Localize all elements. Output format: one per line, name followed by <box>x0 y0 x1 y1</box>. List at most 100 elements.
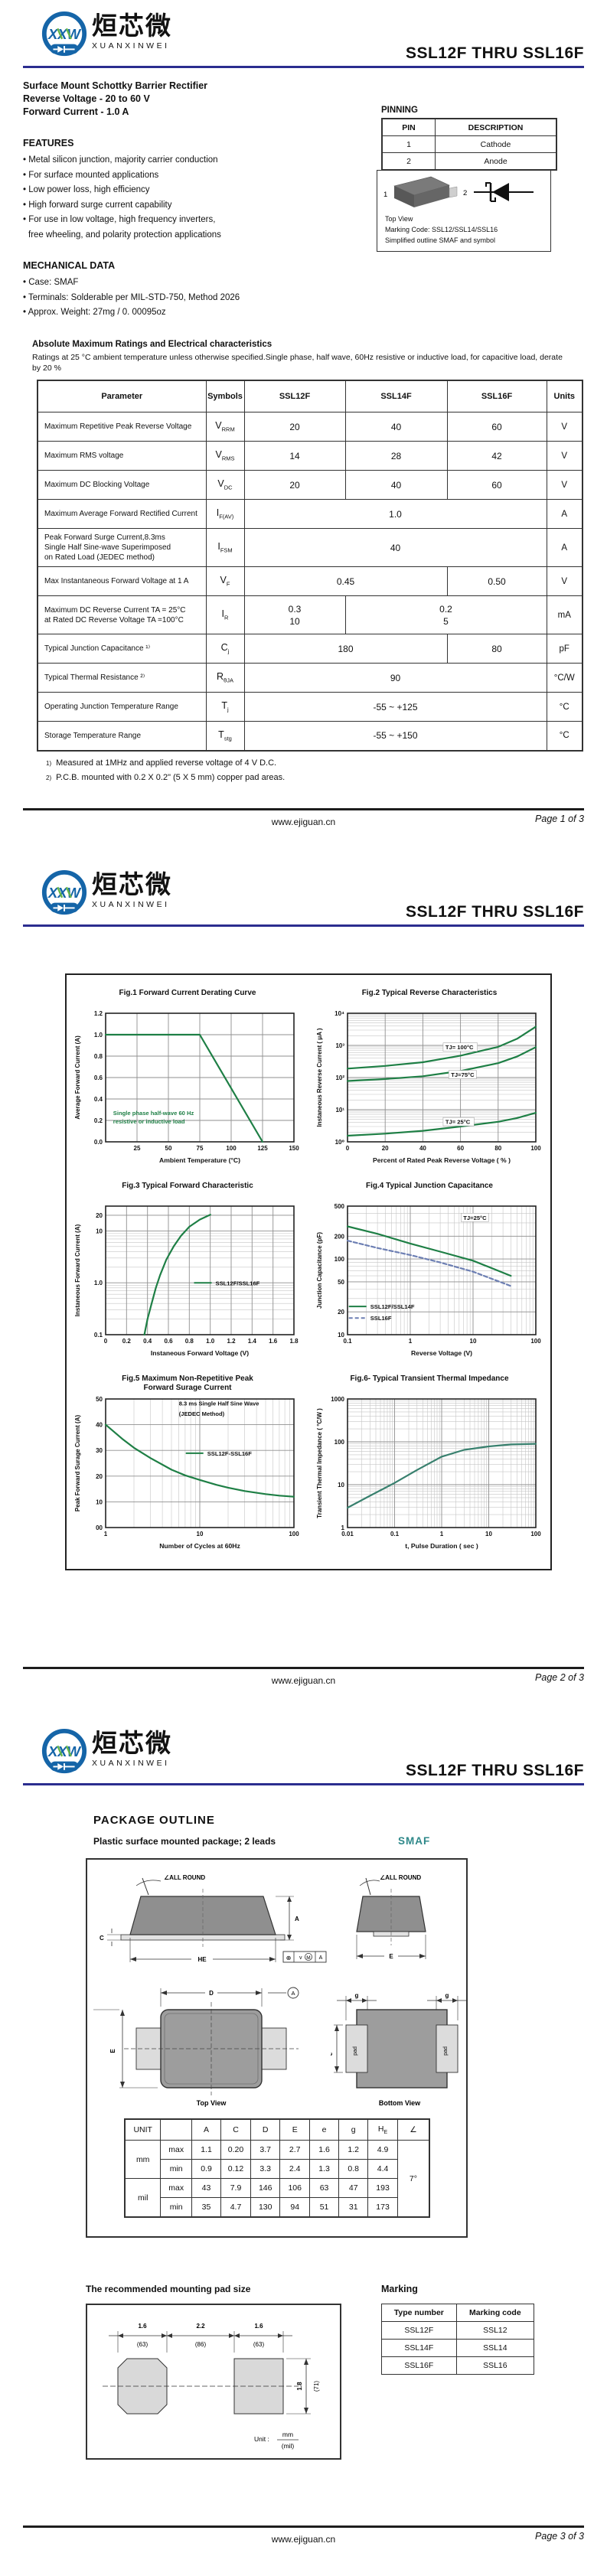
svg-text:10: 10 <box>338 1482 344 1489</box>
brand-name-cn: 烜芯微 <box>92 11 172 40</box>
brand-name-cn: 烜芯微 <box>92 870 172 898</box>
cell: 3.3 <box>250 2159 281 2179</box>
table-row: Typical Junction Capacitance ¹⁾ Cj 180 80 pF <box>37 634 583 664</box>
parameter-cell: Maximum Repetitive Peak Reverse Voltage <box>37 412 207 442</box>
diode-icon <box>57 46 64 53</box>
value-cell: 0.3 10 <box>243 595 346 634</box>
svg-text:SSL12F/SSL14F: SSL12F/SSL14F <box>370 1303 415 1310</box>
svg-text:Instaneous Forward Current (A: Instaneous Forward Current (A) <box>74 1224 81 1316</box>
header: XXW 烜芯微 XUANXINWEI SSL12F THRU SSL16F <box>23 1728 584 1783</box>
page-title: SSL12F THRU SSL16F <box>405 1762 584 1779</box>
column-header: HE <box>367 2118 398 2141</box>
svg-text:Instaneous Forward Voltage (V): Instaneous Forward Voltage (V) <box>151 1349 249 1357</box>
ratings-heading: Absolute Maximum Ratings and Electrical … <box>32 340 272 349</box>
table-header-row: Parameter Symbols SSL12F SSL14F SSL16F Units <box>37 380 583 412</box>
svg-text:00: 00 <box>96 1524 103 1531</box>
parameter-cell: Max Instantaneous Forward Voltage at 1 A <box>37 566 207 596</box>
fig4-capacitance-chart: Fig.4 Typical Junction Capacitance 0.1 1 10… <box>308 1174 550 1367</box>
parameter-cell: Operating Junction Temperature Range <box>37 692 207 722</box>
chart-plot: 0.1 1 10 100 10 20 50 100 200 500 Reverse Voltage … <box>316 1203 541 1357</box>
unit-cell: °C <box>546 721 583 751</box>
svg-text:TJ=25°C: TJ=25°C <box>463 1215 487 1221</box>
svg-text:C: C <box>100 1935 104 1942</box>
brand-name-en: XUANXINWEI <box>92 41 170 51</box>
marking-heading: Marking <box>381 2284 418 2294</box>
svg-text:Reverse Voltage (V): Reverse Voltage (V) <box>411 1349 472 1357</box>
logo-icon: XXW <box>41 869 87 915</box>
svg-text:Peak Forward Surage Current (A: Peak Forward Surage Current (A) <box>74 1415 81 1512</box>
unit-cell: V <box>546 470 583 500</box>
column-header: SSL16F <box>446 380 547 412</box>
fig2-reverse-chart: Fig.2 Typical Reverse Characteristics 0 20… <box>308 981 550 1174</box>
svg-text:1000: 1000 <box>331 1396 344 1403</box>
cell: Anode <box>435 152 557 171</box>
mounting-pad-heading: The recommended mounting pad size <box>86 2284 251 2294</box>
footer-page-number: Page 2 of 3 <box>535 1672 584 1683</box>
fig1-derating-chart: Fig.1 Forward Current Derating Curve 25 50… <box>67 981 308 1174</box>
value-cell: 0.45 <box>243 566 448 596</box>
cell: 0.9 <box>191 2159 222 2179</box>
value-cell: 20 <box>243 470 346 500</box>
svg-text:Transient Thermal Impedance (: Transient Thermal Impedance ( °C/W ) <box>316 1408 323 1518</box>
svg-text:10: 10 <box>338 1332 344 1339</box>
cell: 35 <box>191 2197 222 2218</box>
cell: 51 <box>308 2197 340 2218</box>
chart-plot: 0 20 40 60 80 100 10⁰ 10¹ 10² 10³ 10⁴ Percent of Ra… <box>316 1010 541 1164</box>
footer: www.ejiguan.cn Page 1 of 3 <box>23 808 584 827</box>
svg-text:0.4: 0.4 <box>143 1338 152 1345</box>
table-header-row: Type number Marking code <box>381 2304 535 2322</box>
page-2: XXW 烜芯微 XUANXINWEI SSL12F THRU SSL16F Fi… <box>0 859 607 1717</box>
svg-text:TJ= 100°C: TJ= 100°C <box>445 1044 474 1051</box>
svg-text:100: 100 <box>530 1531 541 1537</box>
table-row: SSL16F SSL16 <box>381 2356 535 2375</box>
bottom-view-drawing: g g pad pad e Bottom View <box>331 1991 467 2107</box>
svg-text:Bottom View: Bottom View <box>379 2099 421 2107</box>
value-cell: 0.2 5 <box>344 595 547 634</box>
list-item: • Approx. Weight: 27mg / 0. 00095oz <box>23 308 166 317</box>
unit-cell: A <box>546 499 583 529</box>
value-cell: 42 <box>446 441 547 471</box>
unit-cell: V <box>546 412 583 442</box>
brand-name-cn: 烜芯微 <box>92 1729 172 1757</box>
package-outline-subtitle: Plastic surface mounted package; 2 leads <box>93 1836 276 1847</box>
svg-text:M: M <box>306 1955 310 1961</box>
package-outline-heading: PACKAGE OUTLINE <box>93 1814 215 1827</box>
svg-text:pad: pad <box>353 2046 358 2056</box>
svg-text:20: 20 <box>382 1145 389 1152</box>
cell: 3.7 <box>250 2140 281 2160</box>
ratings-note: Ratings at 25 °C ambient temperature unl… <box>32 353 563 373</box>
footer-site: www.ejiguan.cn <box>271 2534 336 2545</box>
mechanical-heading: MECHANICAL DATA <box>23 260 116 271</box>
table-row: Maximum Average Forward Rectified Curren… <box>37 499 583 529</box>
svg-text:⊕: ⊕ <box>286 1955 292 1961</box>
side-view-drawing: ∠ALL ROUND E <box>356 1874 426 1961</box>
svg-text:(86): (86) <box>195 2341 207 2348</box>
svg-text:125: 125 <box>257 1145 268 1152</box>
value-cell: -55 ~ +150 <box>243 721 547 751</box>
list-item: • Low power loss, high efficiency <box>23 185 150 194</box>
cell: SSL12F <box>381 2321 457 2340</box>
cell: 173 <box>367 2197 398 2218</box>
svg-text:0.1: 0.1 <box>94 1332 103 1339</box>
column-header: Symbols <box>205 380 245 412</box>
value-cell: 28 <box>344 441 448 471</box>
cell: 4.4 <box>367 2159 398 2179</box>
cell: SSL14F <box>381 2339 457 2357</box>
cell: 146 <box>250 2178 281 2198</box>
svg-text:8.3 ms Single Half Sine Wave: 8.3 ms Single Half Sine Wave <box>179 1400 259 1407</box>
table-row: Storage Temperature Range Tstg -55 ~ +150 °… <box>37 721 583 751</box>
column-header: Type number <box>381 2304 457 2322</box>
svg-text:(63): (63) <box>137 2341 148 2348</box>
list-item: • For surface mounted applications <box>23 170 159 180</box>
table-row: min 35 4.7 130 94 51 31 173 <box>125 2197 429 2218</box>
front-view-drawing: ∠ALL ROUND C A HE <box>100 1874 327 1964</box>
chart-plot: 1 10 100 00 10 20 30 40 50 Number of Cycles at 60… <box>74 1396 299 1550</box>
svg-text:TJ= 25°C: TJ= 25°C <box>445 1119 471 1126</box>
mechanical-list: • Case: SMAF • Terminals: Solderable per … <box>23 276 352 321</box>
value-cell: 40 <box>344 470 448 500</box>
chart-plot: 0 0.2 0.4 0.6 0.8 1.0 1.2 1.4 1.6 1.8 0.1 1.0 10 20 In… <box>74 1205 299 1357</box>
cell: 94 <box>279 2197 310 2218</box>
features-list: • Metal silicon junction, majority carri… <box>23 153 352 243</box>
unit-cell: mm <box>124 2140 162 2179</box>
